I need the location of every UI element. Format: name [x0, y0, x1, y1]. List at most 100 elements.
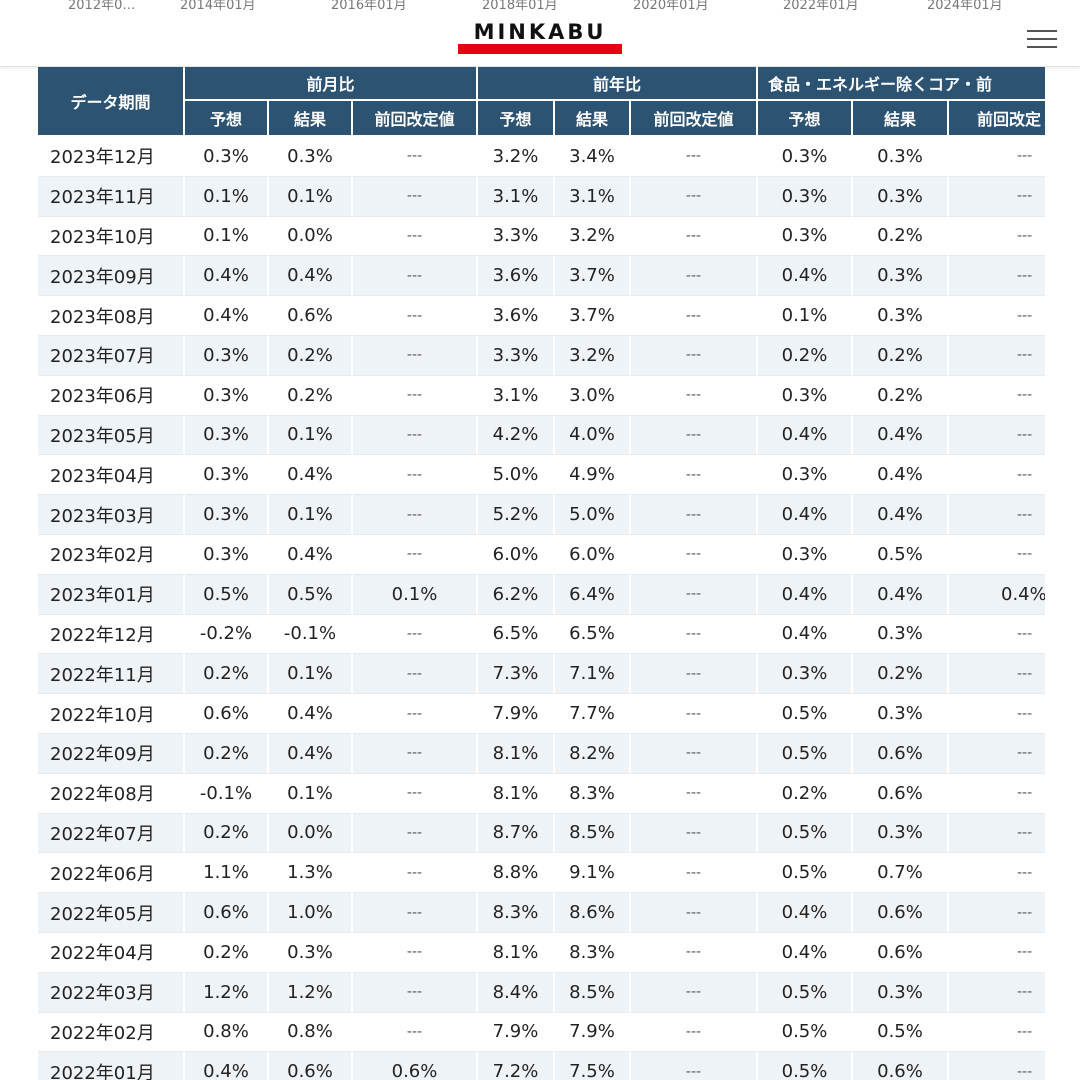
- value-cell: 0.6%: [853, 893, 949, 933]
- value-cell: 0.3%: [853, 694, 949, 734]
- value-cell: 8.8%: [478, 853, 555, 894]
- value-cell: 0.5%: [758, 1052, 853, 1080]
- value-cell: 6.0%: [555, 534, 631, 575]
- value-cell: ---: [949, 853, 1045, 894]
- value-cell: ---: [631, 176, 758, 217]
- table-row: 2023年07月 0.3% 0.2% --- 3.3% 3.2% --- 0.2% 0.2% --…: [38, 335, 1045, 376]
- value-cell: ---: [631, 296, 758, 336]
- value-cell: 0.5%: [758, 1012, 853, 1053]
- value-cell: ---: [631, 534, 758, 575]
- table-row: 2023年01月 0.5% 0.5% 0.1% 6.2% 6.4% --- 0.4% 0.4% 0…: [38, 574, 1045, 615]
- value-cell: 6.5%: [555, 614, 631, 655]
- value-cell: 0.3%: [185, 534, 269, 575]
- table-row: 2022年03月 1.2% 1.2% --- 8.4% 8.5% --- 0.5% 0.3% --…: [38, 972, 1045, 1013]
- axis-tick-label: 2024年01月: [927, 0, 1003, 12]
- value-cell: 7.9%: [478, 1012, 555, 1053]
- value-cell: 0.8%: [269, 1012, 353, 1053]
- value-cell: 0.6%: [185, 694, 269, 734]
- value-cell: 0.3%: [853, 176, 949, 217]
- value-cell: 8.3%: [555, 932, 631, 973]
- value-cell: 3.2%: [478, 137, 555, 177]
- period-cell: 2023年10月: [38, 216, 185, 257]
- value-cell: 3.3%: [478, 335, 555, 376]
- value-cell: 0.1%: [269, 415, 353, 456]
- value-cell: ---: [949, 256, 1045, 297]
- value-cell: ---: [353, 1012, 478, 1053]
- value-cell: ---: [949, 932, 1045, 973]
- value-cell: 0.3%: [758, 654, 853, 695]
- value-cell: ---: [353, 375, 478, 416]
- value-cell: 0.2%: [185, 932, 269, 973]
- hamburger-menu-icon[interactable]: [1026, 28, 1058, 50]
- value-cell: 3.7%: [555, 296, 631, 336]
- period-cell: 2022年11月: [38, 654, 185, 695]
- value-cell: 0.5%: [269, 574, 353, 615]
- value-cell: 1.3%: [269, 853, 353, 894]
- value-cell: ---: [631, 455, 758, 496]
- table-row: 2023年11月 0.1% 0.1% --- 3.1% 3.1% --- 0.3% 0.3% --…: [38, 176, 1045, 217]
- value-cell: 0.6%: [853, 773, 949, 814]
- value-cell: ---: [353, 853, 478, 894]
- value-cell: 0.2%: [853, 335, 949, 376]
- period-header: データ期間: [38, 67, 185, 137]
- value-cell: 0.4%: [185, 256, 269, 297]
- value-cell: ---: [353, 614, 478, 655]
- table-row: 2022年10月 0.6% 0.4% --- 7.9% 7.7% --- 0.5% 0.3% --…: [38, 694, 1045, 734]
- period-cell: 2023年04月: [38, 455, 185, 496]
- value-cell: 0.2%: [185, 813, 269, 854]
- value-cell: 1.1%: [185, 853, 269, 894]
- indicator-table-container[interactable]: データ期間 前月比 前年比 食品・エネルギー除くコア・前 予想 結果 前回改定値 予想…: [38, 67, 1045, 1080]
- value-cell: 0.3%: [758, 375, 853, 416]
- value-cell: 0.1%: [269, 773, 353, 814]
- table-row: 2022年04月 0.2% 0.3% --- 8.1% 8.3% --- 0.4% 0.6% --…: [38, 932, 1045, 973]
- value-cell: ---: [949, 972, 1045, 1013]
- value-cell: 0.3%: [185, 137, 269, 177]
- value-cell: 0.3%: [758, 137, 853, 177]
- value-cell: 8.6%: [555, 893, 631, 933]
- value-cell: ---: [353, 932, 478, 973]
- value-cell: 7.9%: [478, 694, 555, 734]
- value-cell: 0.3%: [853, 813, 949, 854]
- period-cell: 2023年09月: [38, 256, 185, 297]
- value-cell: 3.1%: [555, 176, 631, 217]
- minkabu-logo[interactable]: MINKABU: [458, 21, 622, 55]
- value-cell: ---: [949, 375, 1045, 416]
- value-cell: ---: [353, 176, 478, 217]
- table-row: 2023年03月 0.3% 0.1% --- 5.2% 5.0% --- 0.4% 0.4% --…: [38, 495, 1045, 535]
- value-cell: 0.4%: [269, 694, 353, 734]
- sub-header: 予想: [478, 101, 555, 137]
- value-cell: 0.3%: [185, 335, 269, 376]
- value-cell: 0.6%: [269, 1052, 353, 1080]
- value-cell: ---: [353, 256, 478, 297]
- value-cell: 0.3%: [853, 296, 949, 336]
- value-cell: ---: [631, 1012, 758, 1053]
- period-cell: 2022年08月: [38, 773, 185, 814]
- value-cell: 0.2%: [185, 654, 269, 695]
- value-cell: 8.1%: [478, 733, 555, 774]
- value-cell: ---: [949, 654, 1045, 695]
- value-cell: 0.3%: [185, 415, 269, 456]
- value-cell: ---: [353, 972, 478, 1013]
- period-cell: 2022年09月: [38, 733, 185, 774]
- value-cell: 8.2%: [555, 733, 631, 774]
- period-cell: 2022年02月: [38, 1012, 185, 1053]
- value-cell: 8.7%: [478, 813, 555, 854]
- value-cell: ---: [949, 614, 1045, 655]
- value-cell: 0.6%: [353, 1052, 478, 1080]
- value-cell: ---: [353, 137, 478, 177]
- value-cell: ---: [631, 972, 758, 1013]
- value-cell: ---: [631, 256, 758, 297]
- value-cell: 7.7%: [555, 694, 631, 734]
- value-cell: 3.6%: [478, 256, 555, 297]
- value-cell: 8.3%: [478, 893, 555, 933]
- value-cell: ---: [949, 733, 1045, 774]
- value-cell: 0.4%: [853, 574, 949, 615]
- group-header-mom: 前月比: [185, 67, 478, 101]
- table-row: 2023年09月 0.4% 0.4% --- 3.6% 3.7% --- 0.4% 0.3% --…: [38, 256, 1045, 297]
- sub-header: 結果: [555, 101, 631, 137]
- value-cell: 0.3%: [758, 216, 853, 257]
- value-cell: 0.2%: [853, 654, 949, 695]
- value-cell: ---: [631, 137, 758, 177]
- period-cell: 2023年11月: [38, 176, 185, 217]
- value-cell: 0.6%: [269, 296, 353, 336]
